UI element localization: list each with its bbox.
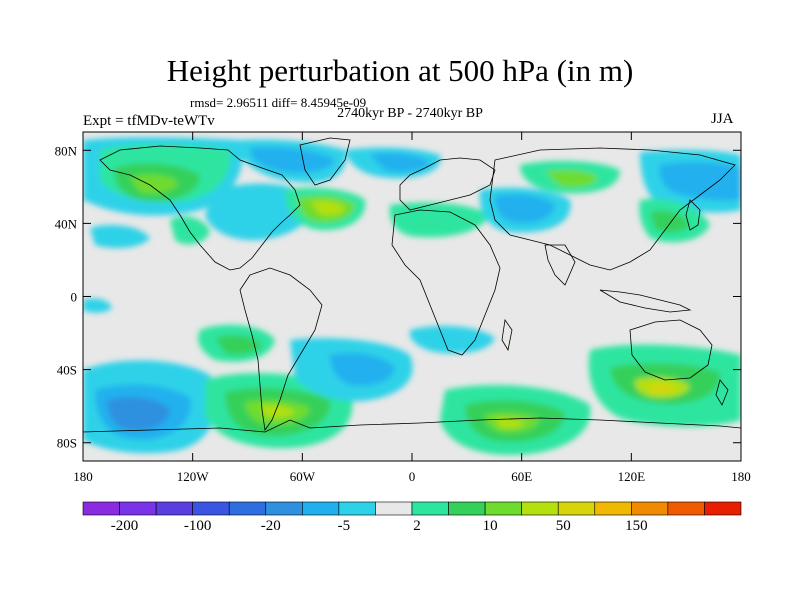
experiment-label: Expt = tfMDv-teWTv — [83, 113, 215, 129]
colorbar-swatch — [521, 501, 559, 516]
colorbar-label: -20 — [260, 518, 281, 534]
contour-blob — [545, 170, 598, 188]
colorbar-label: 10 — [482, 518, 498, 534]
coastline-africa — [391, 209, 501, 356]
contour-blob — [648, 384, 677, 393]
colorbar-swatch — [448, 501, 486, 516]
period-label: 2740kyr BP - 2740kyr BP — [337, 106, 483, 121]
coastline-north-america — [99, 145, 301, 271]
lat-tick-label: 0 — [71, 290, 78, 305]
contour-field — [83, 137, 741, 455]
colorbar-swatch — [82, 501, 120, 516]
colorbar — [82, 501, 742, 516]
colorbar-label: 150 — [625, 518, 648, 534]
coastline-asia — [489, 147, 736, 271]
lat-tick-label: 40S — [57, 363, 77, 378]
lat-axis: 80N 40N 0 40S 80S — [55, 143, 741, 451]
colorbar-label: 2 — [413, 518, 421, 534]
contour-blob — [250, 147, 335, 173]
contour-blob — [495, 418, 525, 428]
lon-axis: 180 120W 60W 0 60E 120E 180 — [73, 132, 751, 484]
colorbar-swatch — [155, 501, 193, 516]
lat-tick-label: 80N — [55, 143, 78, 158]
lon-tick-label: 60W — [290, 469, 316, 484]
colorbar-swatch — [265, 501, 303, 516]
colorbar-swatch — [228, 501, 267, 516]
season-label: JJA — [711, 111, 734, 127]
colorbar-swatch — [667, 501, 705, 516]
coastline-madagascar — [501, 318, 513, 352]
contour-blob — [130, 174, 178, 194]
coastline-south-america — [239, 267, 323, 432]
lon-tick-label: 120E — [618, 469, 646, 484]
lat-tick-label: 40N — [55, 216, 78, 231]
coastlines — [83, 137, 741, 433]
contour-blob — [370, 152, 430, 172]
contour-blob — [310, 200, 345, 216]
coastline-new-zealand — [715, 379, 729, 406]
lon-tick-label: 180 — [731, 469, 751, 484]
lon-tick-label: 0 — [409, 469, 416, 484]
colorbar-label: -200 — [110, 518, 139, 534]
colorbar-swatch — [302, 501, 340, 516]
colorbar-label: -5 — [337, 518, 351, 534]
coastline-indonesia — [599, 289, 692, 313]
colorbar-swatch — [338, 501, 376, 516]
contour-blob — [215, 335, 262, 355]
colorbar-swatch — [484, 501, 522, 516]
coastline-antarctica — [83, 417, 741, 433]
colorbar-swatch — [192, 501, 230, 516]
colorbar-swatch — [375, 501, 413, 516]
colorbar-swatch — [631, 501, 669, 516]
lon-tick-label: 180 — [73, 469, 93, 484]
contour-blob — [659, 162, 741, 201]
lat-tick-label: 80S — [57, 436, 77, 451]
contour-blob — [260, 405, 295, 418]
contour-blob — [495, 194, 555, 224]
lon-tick-label: 120W — [177, 469, 210, 484]
colorbar-swatch — [411, 501, 449, 516]
coastline-japan — [685, 199, 701, 231]
chart-title: Height perturbation at 500 hPa (in m) — [166, 53, 634, 88]
contour-blob — [650, 210, 690, 233]
coastline-greenland — [299, 137, 351, 186]
colorbar-label: 50 — [555, 518, 571, 534]
colorbar-swatch — [594, 501, 632, 516]
contour-blob — [83, 298, 112, 313]
coastline-india — [544, 244, 576, 286]
contour-blob — [90, 225, 150, 249]
contour-blob — [170, 216, 210, 245]
colorbar-label: -100 — [183, 518, 212, 534]
coastline-australia — [629, 319, 713, 381]
colorbar-swatch — [704, 501, 742, 516]
colorbar-swatch — [119, 501, 157, 516]
contour-blob — [409, 325, 495, 354]
colorbar-swatch — [557, 501, 596, 516]
contour-blob — [330, 353, 395, 386]
contour-blob — [107, 397, 170, 431]
stats-text: rmsd= 2.96511 diff= 8.45945e-09 — [190, 95, 367, 110]
lon-tick-label: 60E — [511, 469, 532, 484]
